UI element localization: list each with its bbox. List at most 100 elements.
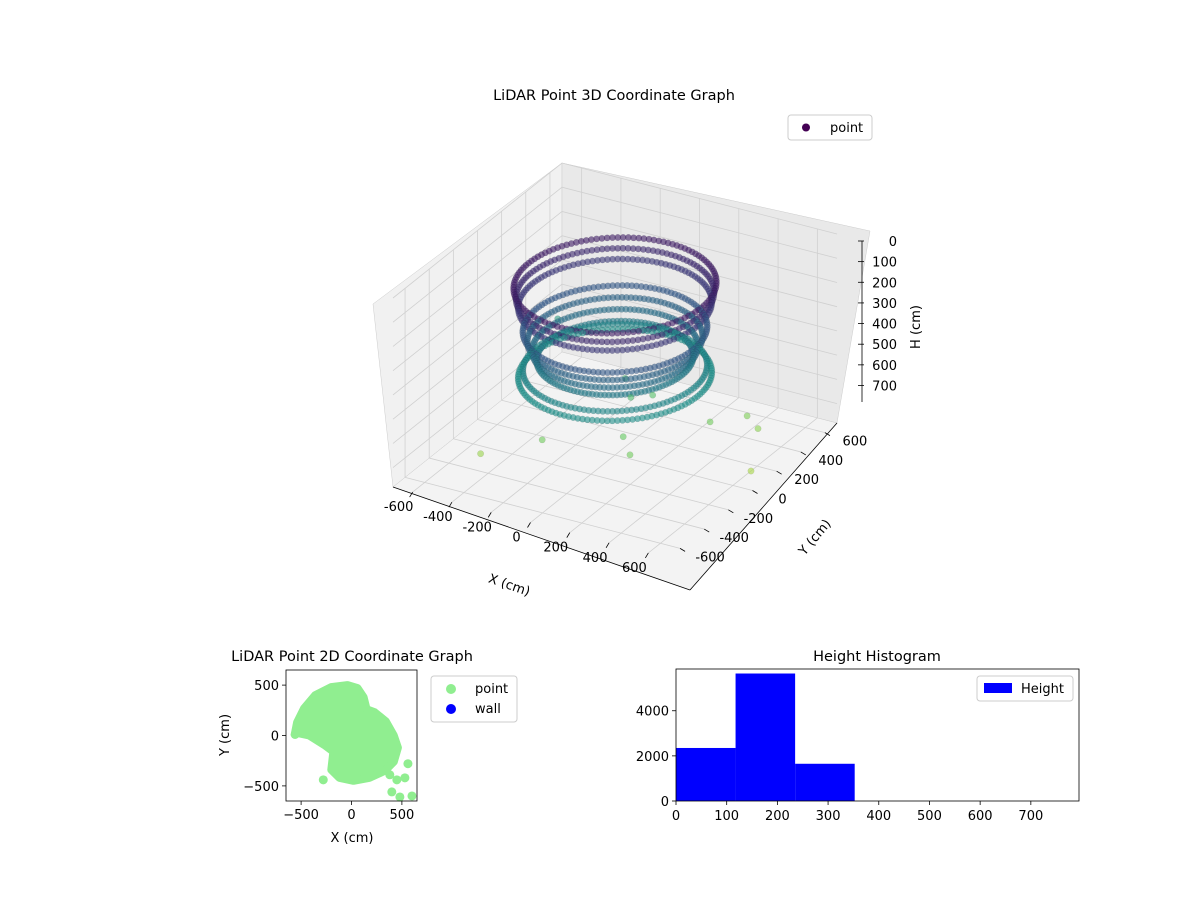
histogram-bar xyxy=(676,747,736,801)
plot2d-y-tick-label: 0 xyxy=(271,730,279,745)
plot3d-x-tick-label: 400 xyxy=(583,551,608,566)
plot3d-title: LiDAR Point 3D Coordinate Graph xyxy=(493,88,735,104)
plot3d-grid-line xyxy=(392,235,838,372)
plot3d-points xyxy=(477,234,762,475)
plot2d-point xyxy=(385,770,395,780)
plot3d-point xyxy=(747,467,755,475)
plot3d-y-tick-label: -400 xyxy=(719,531,749,546)
plot3d-y-axis xyxy=(689,422,838,591)
histogram-legend-swatch xyxy=(984,683,1012,693)
plot3d-point xyxy=(603,347,611,354)
plot2d-legend-marker-wall xyxy=(446,704,456,714)
histogram-legend-frame xyxy=(976,675,1074,702)
plot3d-grid-line xyxy=(429,457,705,530)
plot3d-z-tick-label: 500 xyxy=(872,338,897,353)
plot3d-x-tick xyxy=(645,552,649,559)
histogram-legend: Height xyxy=(976,675,1074,702)
plot2d-point xyxy=(318,775,328,785)
histogram-x-tick-label: 300 xyxy=(816,809,841,824)
plot3d-z-tick-label: 100 xyxy=(872,256,897,271)
histogram-x-tick-label: 700 xyxy=(1018,809,1043,824)
plot3d-z-tick-label: 0 xyxy=(889,235,897,250)
histogram-x-tick-label: 200 xyxy=(765,809,790,824)
plot3d-x-tick-label: 0 xyxy=(512,531,520,546)
plot2d-title: LiDAR Point 2D Coordinate Graph xyxy=(231,649,473,665)
plot3d-point xyxy=(649,391,657,399)
plot3d-y-tick-label: 0 xyxy=(778,493,786,508)
histogram-x-tick-label: 400 xyxy=(866,809,891,824)
plot3d: LiDAR Point 3D Coordinate Graph -600 -400… xyxy=(372,88,924,600)
plot3d-xlabel: X (cm) xyxy=(486,572,532,600)
plot3d-point xyxy=(626,451,634,459)
plot3d-y-tick xyxy=(679,548,686,552)
plot3d-grid-line xyxy=(453,438,729,511)
histogram-y-tick-label: 2000 xyxy=(636,750,669,765)
plot3d-y-tick-label: 200 xyxy=(794,473,819,488)
plot3d-point xyxy=(603,417,611,425)
plot3d-z-tick-label: 600 xyxy=(872,359,897,374)
plot3d-grid-line xyxy=(477,419,753,491)
plot3d-z-tick-label: 700 xyxy=(872,379,897,394)
plot3d-point xyxy=(604,407,611,415)
plot3d-grid-line xyxy=(392,186,838,323)
plot3d-grid-line xyxy=(392,211,838,347)
plot3d-x-tick-label: 600 xyxy=(622,561,647,576)
plot3d-y-tick xyxy=(824,432,831,436)
plot3d-x-tick-label: -200 xyxy=(462,520,492,535)
plot2d-x-tick-label: −500 xyxy=(283,808,319,823)
plot3d-point xyxy=(477,450,484,458)
plot3d-x-tick-label: 200 xyxy=(543,541,568,556)
histogram-x-tick-label: 0 xyxy=(672,809,680,824)
plot3d-point xyxy=(743,412,751,420)
plot3d-x-tick xyxy=(605,542,610,548)
plot3d-point xyxy=(605,391,613,399)
plot3d-grid-line xyxy=(392,162,838,299)
plot3d-y-tick-label: -200 xyxy=(744,512,774,527)
plot3d-y-tick xyxy=(800,451,806,456)
plot2d-point xyxy=(407,791,417,801)
plot3d-x-tick-label: -400 xyxy=(423,510,453,525)
plot3d-grid-line xyxy=(392,259,838,396)
plot2d-y-tick-label: 500 xyxy=(254,679,279,694)
plot3d-z-tick-label: 300 xyxy=(872,297,897,312)
plot3d-point xyxy=(604,376,612,384)
plot2d-point xyxy=(290,729,300,739)
histogram: Height Histogram 0 100 200 300 400 500 600 7000… xyxy=(636,649,1080,824)
plot3d-x-tick xyxy=(409,491,413,498)
plot3d-x-tick xyxy=(448,502,453,508)
plot2d-x-tick-label: 500 xyxy=(389,808,414,823)
histogram-x-tick-label: 100 xyxy=(714,809,739,824)
plot3d-point xyxy=(538,436,546,444)
histogram-bar xyxy=(735,673,796,801)
plot3d-x-axis xyxy=(392,486,691,591)
plot3d-y-tick-label: 400 xyxy=(818,454,843,469)
plot2d-points xyxy=(290,681,417,802)
plot3d-y-tick xyxy=(776,470,782,475)
plot3d-x-tick xyxy=(566,532,571,538)
plot3d-y-tick xyxy=(728,509,734,514)
histogram-y-tick-label: 0 xyxy=(661,795,669,810)
plot3d-grid-line xyxy=(392,283,838,420)
plot3d-x-tick-label: -600 xyxy=(384,500,414,515)
plot3d-point xyxy=(603,329,611,337)
plot3d-point xyxy=(754,425,762,432)
histogram-legend-label: Height xyxy=(1021,682,1064,697)
plot2d-legend-label-point: point xyxy=(475,682,508,697)
plot3d-point xyxy=(619,433,627,441)
histogram-frame xyxy=(675,668,1080,802)
plot2d-ticks: −500 0 500 500 0 −500 xyxy=(243,679,414,823)
plot3d-legend-marker xyxy=(802,123,810,132)
plot2d-y-tick-label: −500 xyxy=(243,780,279,795)
plot2d-point xyxy=(392,775,402,785)
plot3d-legend-label: point xyxy=(830,121,863,136)
histogram-bar xyxy=(795,763,855,801)
plot3d-grid-line xyxy=(404,476,681,549)
histogram-x-tick-label: 600 xyxy=(968,809,993,824)
plot2d-legend-marker-point xyxy=(446,684,456,694)
plot2d-point xyxy=(387,787,397,797)
plot2d-legend-label-wall: wall xyxy=(475,702,501,717)
histogram-bars xyxy=(676,673,855,801)
plot2d-point xyxy=(400,773,410,783)
plot3d-point xyxy=(603,338,611,346)
